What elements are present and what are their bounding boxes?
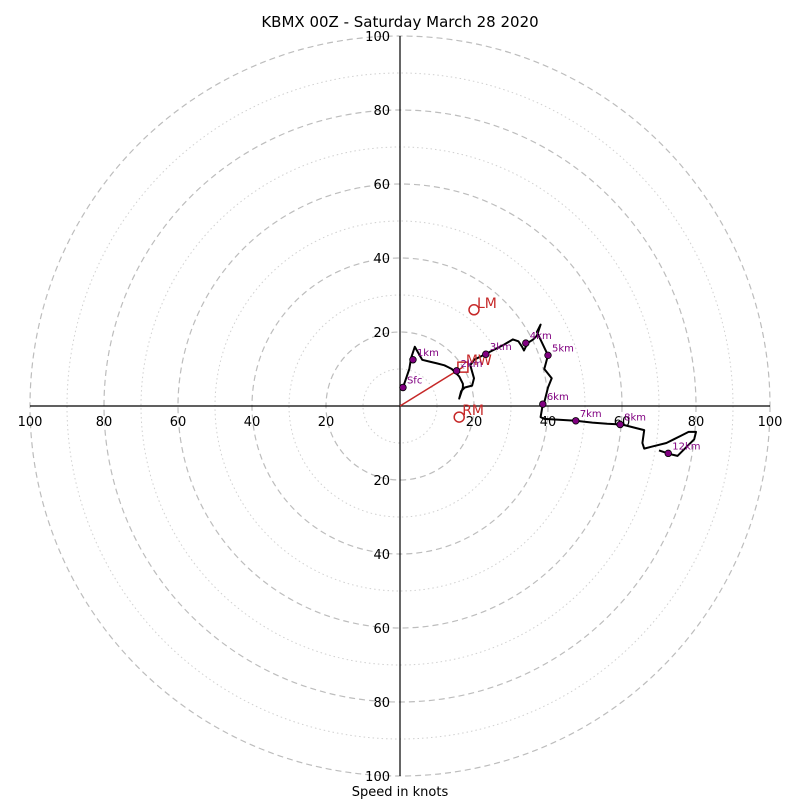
- y-tick-label: 60: [373, 178, 390, 193]
- height-point: [539, 400, 547, 408]
- x-tick-label: 20: [466, 415, 483, 430]
- x-tick-label: 80: [688, 415, 705, 430]
- wind-trace-line: [402, 323, 697, 457]
- height-label: 2km: [461, 359, 483, 370]
- storm-label-rm: RM: [462, 403, 484, 419]
- height-label: 1km: [417, 348, 439, 359]
- y-tick-label: 80: [373, 696, 390, 711]
- height-point: [664, 449, 672, 458]
- height-label: 6km: [547, 392, 569, 403]
- x-tick-label: 40: [244, 415, 261, 430]
- height-label: 3km: [490, 342, 512, 353]
- hodograph-trace: [402, 323, 697, 457]
- height-label: 4km: [530, 331, 552, 342]
- x-axis-label: Speed in knots: [352, 785, 449, 800]
- mean-wind-vector: [399, 366, 464, 407]
- height-label: 8km: [624, 413, 646, 424]
- y-tick-label: 60: [373, 622, 390, 637]
- x-tick-label: 100: [18, 415, 43, 430]
- height-point: [544, 351, 552, 360]
- storm-marker-mw: [457, 361, 469, 373]
- x-tick-label: 60: [170, 415, 187, 430]
- height-label: 12km: [672, 441, 700, 452]
- x-tick-label: 80: [96, 415, 113, 430]
- y-tick-label: 20: [373, 474, 390, 489]
- height-point: [616, 420, 624, 429]
- height-point: [572, 417, 580, 425]
- chart-title: KBMX 00Z - Saturday March 28 2020: [261, 13, 538, 31]
- storm-marker-rm: [453, 411, 465, 423]
- y-tick-label: 40: [373, 252, 390, 267]
- y-tick-label: 100: [365, 770, 390, 785]
- height-point: [522, 339, 530, 347]
- y-tick-label: 40: [373, 548, 390, 563]
- height-point: [482, 350, 490, 358]
- x-tick-label: 100: [758, 415, 783, 430]
- x-tick-label: 20: [318, 415, 335, 430]
- height-point: [399, 383, 407, 392]
- height-point: [452, 367, 461, 375]
- y-tick-label: 100: [365, 30, 390, 45]
- tick-labels: 2020202040404040606060608080808010010010…: [18, 30, 783, 785]
- storm-marker-lm: [468, 304, 480, 316]
- height-label: 7km: [580, 409, 602, 420]
- y-tick-label: 20: [373, 326, 390, 341]
- height-label: Sfc: [407, 376, 422, 387]
- height-label: 5km: [552, 343, 574, 354]
- storm-label-lm: LM: [477, 296, 497, 312]
- y-tick-label: 80: [373, 104, 390, 119]
- height-point: [409, 356, 417, 364]
